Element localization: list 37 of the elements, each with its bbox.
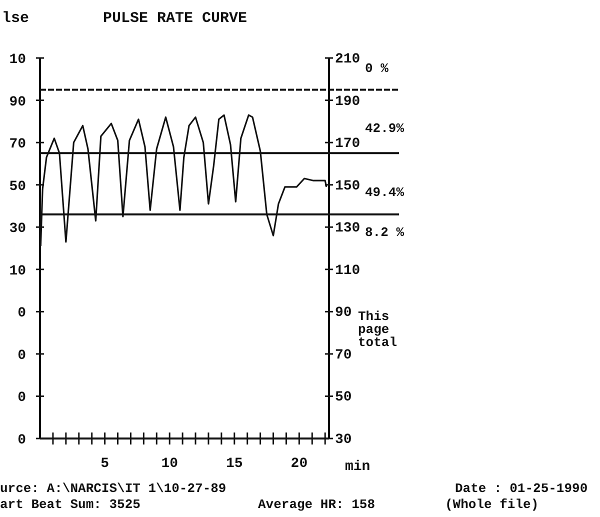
text: 0 [18,306,26,322]
text: 10 [9,52,26,68]
x-tick-label: 15 [226,456,243,472]
text: 70 [9,136,26,153]
text: This page total [358,309,398,350]
text: 0 [18,390,26,406]
text: 10 [9,263,26,280]
text: Average HR: 158 [258,497,376,512]
text: 90 [9,94,26,110]
y2-tick-label: 210 [335,51,360,68]
text: 0 [18,348,26,364]
y2-tick-label: 190 [335,94,360,110]
text: 49.4% [365,185,404,200]
text: 8.2 % [365,225,404,240]
text: (Whole file) [445,497,539,512]
x-axis-title: min [345,459,370,475]
text: 0 % [365,61,389,76]
text: 50 [9,178,26,195]
x-tick-label: 5 [100,456,109,472]
y2-tick-label: 150 [335,178,360,194]
text: Date : 01-25-1990 [455,481,588,496]
text: art Beat Sum: 3525 [0,497,141,512]
y2-tick-label: 90 [335,305,352,322]
text: 30 [9,221,26,238]
y2-tick-label: 70 [335,347,352,364]
y2-tick-label: 170 [335,136,360,152]
y-axis-title: lse [2,10,30,27]
y2-tick-label: 30 [335,432,352,448]
x-tick-label: 20 [290,456,308,472]
y2-tick-label: 50 [335,390,352,406]
text: 42.9% [365,121,404,136]
text: 0 [18,432,26,448]
y2-tick-label: 110 [335,262,360,279]
y2-tick-label: 130 [335,220,360,237]
chart-title: PULSE RATE CURVE [102,10,248,27]
x-tick-label: 10 [161,456,178,472]
text: urce: A:\NARCIS\IT 1\10-27-89 [0,481,226,496]
